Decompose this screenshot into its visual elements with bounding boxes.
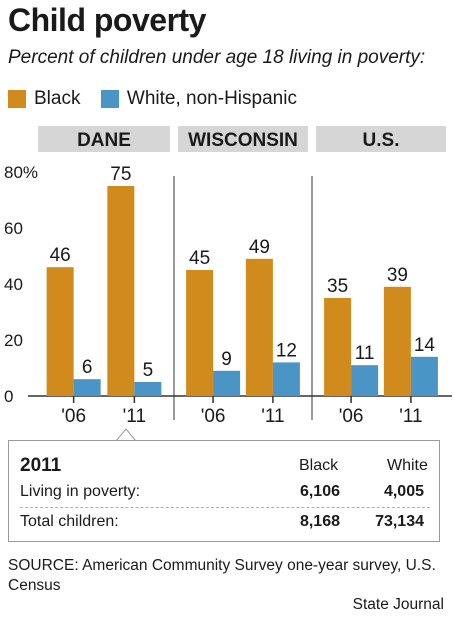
data-label: 39 xyxy=(387,265,408,286)
y-tick-label: 40 xyxy=(4,275,23,294)
bar xyxy=(134,382,162,396)
legend-label-black: Black xyxy=(34,88,81,109)
table-header-black: Black xyxy=(299,457,339,474)
table-divider xyxy=(20,507,430,508)
bar xyxy=(186,270,214,396)
bar xyxy=(213,370,241,396)
y-tick-label: 0 xyxy=(4,387,13,406)
x-tick-label: '06 xyxy=(61,406,86,425)
panel-header: WISCONSIN xyxy=(188,130,298,151)
y-tick-label: 80% xyxy=(4,163,38,182)
x-tick-label: '11 xyxy=(399,406,422,425)
x-tick-label: '06 xyxy=(201,406,226,425)
bar xyxy=(245,258,273,396)
legend-item-white: White, non-Hispanic xyxy=(100,88,297,110)
panel-header-bg xyxy=(38,126,170,152)
y-tick-label: 60 xyxy=(4,219,23,238)
y-tick-label: 20 xyxy=(4,331,23,350)
panel-header-bg xyxy=(316,126,446,152)
chart-subtitle: Percent of children under age 18 living … xyxy=(8,47,426,68)
table-row: Living in poverty: 6,106 4,005 xyxy=(20,483,430,505)
bar-chart: DANE WISCONSIN U.S. 0 20 40 60 80% 46 6 '06 75 5 '11 4… xyxy=(4,126,452,425)
legend-label-white: White, non-Hispanic xyxy=(126,88,297,109)
x-tick-label: '11 xyxy=(123,406,146,425)
data-label: 5 xyxy=(143,360,154,381)
legend-swatch-white xyxy=(100,90,119,108)
credit: State Journal xyxy=(352,596,444,613)
data-label: 12 xyxy=(276,340,297,361)
legend-item-black: Black xyxy=(8,88,80,110)
data-table: 2011 Black White Living in poverty: 6,10… xyxy=(8,440,440,542)
data-label: 35 xyxy=(327,276,348,297)
data-label: 45 xyxy=(189,248,210,269)
data-label: 6 xyxy=(82,357,93,378)
panel-header-bg xyxy=(178,126,308,152)
bar xyxy=(351,365,379,396)
legend: Black White, non-Hispanic xyxy=(8,88,313,110)
panel-header: U.S. xyxy=(363,130,400,151)
table-header-white: White xyxy=(387,457,428,474)
data-label: 14 xyxy=(414,335,436,356)
x-tick-label: '06 xyxy=(339,406,364,425)
legend-swatch-black xyxy=(8,90,26,108)
bar xyxy=(46,267,74,396)
data-label: 46 xyxy=(50,245,71,266)
bar xyxy=(107,186,135,396)
data-label: 9 xyxy=(221,349,232,370)
bar xyxy=(73,379,101,396)
row-value-black: 6,106 xyxy=(299,483,340,500)
bar xyxy=(410,356,438,396)
chart-title: Child poverty xyxy=(8,2,206,38)
table-year: 2011 xyxy=(20,455,62,476)
row-value-white: 73,134 xyxy=(375,513,424,530)
data-label: 75 xyxy=(110,164,131,185)
table-row: Total children: 8,168 73,134 xyxy=(20,513,430,535)
source-note: SOURCE: American Community Survey one-ye… xyxy=(8,557,436,594)
row-label: Total children: xyxy=(20,513,119,530)
data-label: 11 xyxy=(355,343,375,364)
bar xyxy=(324,298,352,396)
bar xyxy=(272,362,300,396)
bar xyxy=(383,286,411,396)
row-value-black: 8,168 xyxy=(299,513,340,530)
data-label: 49 xyxy=(249,237,270,258)
x-tick-label: '11 xyxy=(261,406,284,425)
row-label: Living in poverty: xyxy=(20,483,141,500)
panel-header: DANE xyxy=(77,130,131,151)
row-value-white: 4,005 xyxy=(383,483,424,500)
